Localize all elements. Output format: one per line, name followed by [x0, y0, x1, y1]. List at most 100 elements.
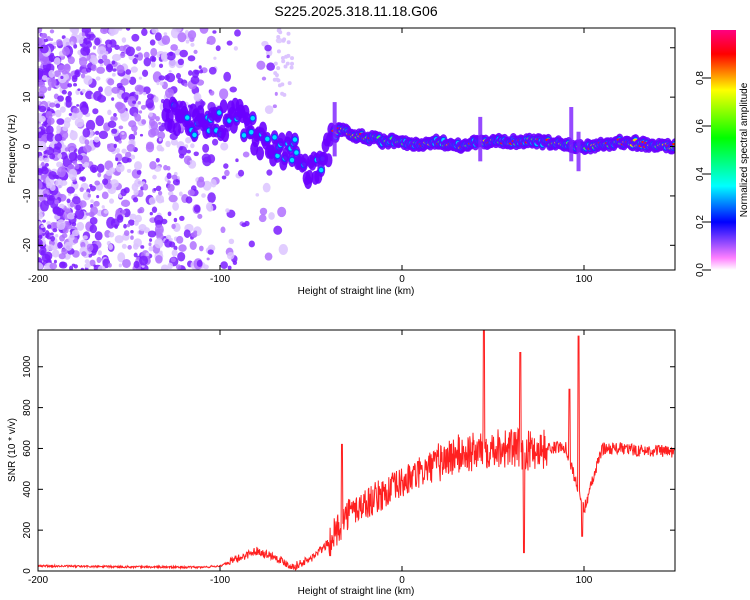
spectral-noise-blob: [199, 28, 209, 34]
spectral-noise-blob: [149, 160, 157, 170]
spectral-noise-blob: [38, 28, 43, 34]
spectral-noise-blob: [223, 163, 229, 169]
spectral-noise-blob: [275, 37, 283, 44]
spectral-noise-blob: [87, 253, 93, 258]
spectral-noise-blob: [108, 243, 113, 251]
spectral-noise-blob: [66, 212, 76, 220]
spectral-noise-blob: [52, 249, 60, 258]
spectral-trace-blob: [258, 121, 267, 136]
spectral-noise-blob: [95, 76, 101, 81]
spectral-noise-blob: [50, 232, 54, 236]
spectral-noise-blob: [50, 235, 55, 242]
spectral-noise-blob: [97, 163, 105, 173]
spectral-noise-blob: [261, 76, 267, 81]
spectral-noise-blob: [133, 260, 140, 269]
spectral-noise-blob: [61, 233, 68, 239]
spectral-noise-blob: [187, 55, 196, 62]
spectral-noise-blob: [84, 263, 91, 269]
spectral-noise-blob: [107, 44, 111, 48]
spectral-noise-blob: [123, 230, 130, 237]
spectral-noise-blob: [168, 194, 178, 203]
spectral-noise-blob: [71, 221, 77, 227]
spectral-noise-blob: [96, 256, 102, 264]
spectral-noise-blob: [190, 75, 200, 85]
spectral-noise-blob: [93, 136, 100, 143]
spectral-noise-blob: [148, 197, 156, 205]
spectral-noise-blob: [97, 250, 102, 256]
spectral-noise-blob: [56, 161, 63, 168]
spectral-noise-blob: [82, 144, 92, 153]
spectral-noise-blob: [107, 78, 115, 86]
spectral-noise-blob: [97, 95, 107, 103]
spectral-noise-blob: [163, 32, 168, 36]
snr-y-tick-label: 200: [22, 521, 33, 538]
spectral-noise-blob: [202, 143, 210, 153]
spectral-noise-blob: [67, 56, 75, 65]
spectral-noise-blob: [221, 175, 227, 180]
spectral-noise-blob: [133, 130, 138, 136]
spectral-noise-blob: [126, 143, 135, 152]
spectral-noise-blob: [56, 118, 65, 125]
spectral-noise-blob: [229, 86, 237, 93]
spectral-noise-blob: [42, 219, 46, 223]
spectral-noise-blob: [273, 225, 283, 235]
spectral-noise-blob: [287, 81, 292, 86]
spectral-noise-blob: [183, 82, 188, 87]
spectral-noise-blob: [65, 99, 72, 108]
spectral-trace-blob: [272, 135, 277, 140]
spectral-noise-blob: [121, 148, 127, 154]
spectral-noise-blob: [132, 100, 137, 104]
spectral-noise-blob: [134, 54, 139, 58]
spectral-noise-blob: [127, 245, 132, 250]
spectral-noise-blob: [262, 182, 271, 193]
spectral-noise-blob: [147, 230, 157, 238]
spectral-noise-blob: [196, 179, 206, 188]
spectral-noise-blob: [110, 116, 115, 122]
snr-x-ticks: -200 -100 0 100: [28, 330, 593, 586]
spectral-noise-blob: [290, 56, 295, 61]
spectral-noise-blob: [111, 53, 122, 62]
spectral-noise-blob: [156, 144, 163, 152]
spectral-noise-blob: [80, 73, 86, 79]
spectral-noise-blob: [155, 157, 160, 163]
spectral-noise-blob: [168, 70, 172, 73]
spectral-noise-blob: [168, 59, 177, 69]
spectral-noise-blob: [131, 182, 139, 192]
spectral-noise-blob: [68, 234, 75, 241]
spectral-noise-blob: [289, 61, 294, 66]
spectral-noise-blob: [43, 33, 47, 38]
spectral-noise-blob: [83, 161, 89, 168]
spectral-noise-blob: [160, 264, 169, 270]
spectral-noise-blob: [46, 60, 51, 64]
spectral-noise-blob: [276, 78, 281, 83]
spectral-noise-blob: [47, 224, 52, 229]
spectral-noise-blob: [201, 193, 206, 198]
spectral-noise-blob: [143, 57, 152, 67]
spectral-noise-blob: [133, 189, 139, 196]
spectral-noise-blob: [114, 235, 124, 244]
spectral-noise-blob: [70, 41, 74, 46]
spectral-noise-blob: [280, 91, 285, 96]
spectral-noise-blob: [220, 142, 229, 151]
spectral-noise-blob: [157, 190, 163, 196]
spectral-noise-blob: [76, 221, 85, 231]
spectral-noise-blob: [123, 223, 127, 229]
spectral-noise-blob: [175, 72, 182, 80]
spectral-noise-blob: [258, 214, 267, 223]
spectral-noise-blob: [233, 46, 239, 51]
spectral-noise-blob: [189, 241, 197, 250]
spectral-noise-blob: [109, 28, 119, 35]
spectral-noise-blob: [130, 66, 138, 73]
spectral-noise-blob: [130, 229, 134, 234]
spectral-noise-blob: [68, 169, 78, 181]
spectral-trace-blob: [241, 133, 247, 138]
spectral-noise-blob: [92, 45, 96, 50]
spectral-noise-blob: [81, 88, 86, 93]
spectral-noise-blob: [170, 44, 178, 51]
spectral-noise-blob: [38, 229, 43, 235]
spectral-noise-blob: [80, 103, 89, 115]
spectral-noise-blob: [111, 97, 115, 101]
spectral-noise-blob: [198, 65, 202, 70]
spectral-noise-blob: [78, 38, 84, 45]
